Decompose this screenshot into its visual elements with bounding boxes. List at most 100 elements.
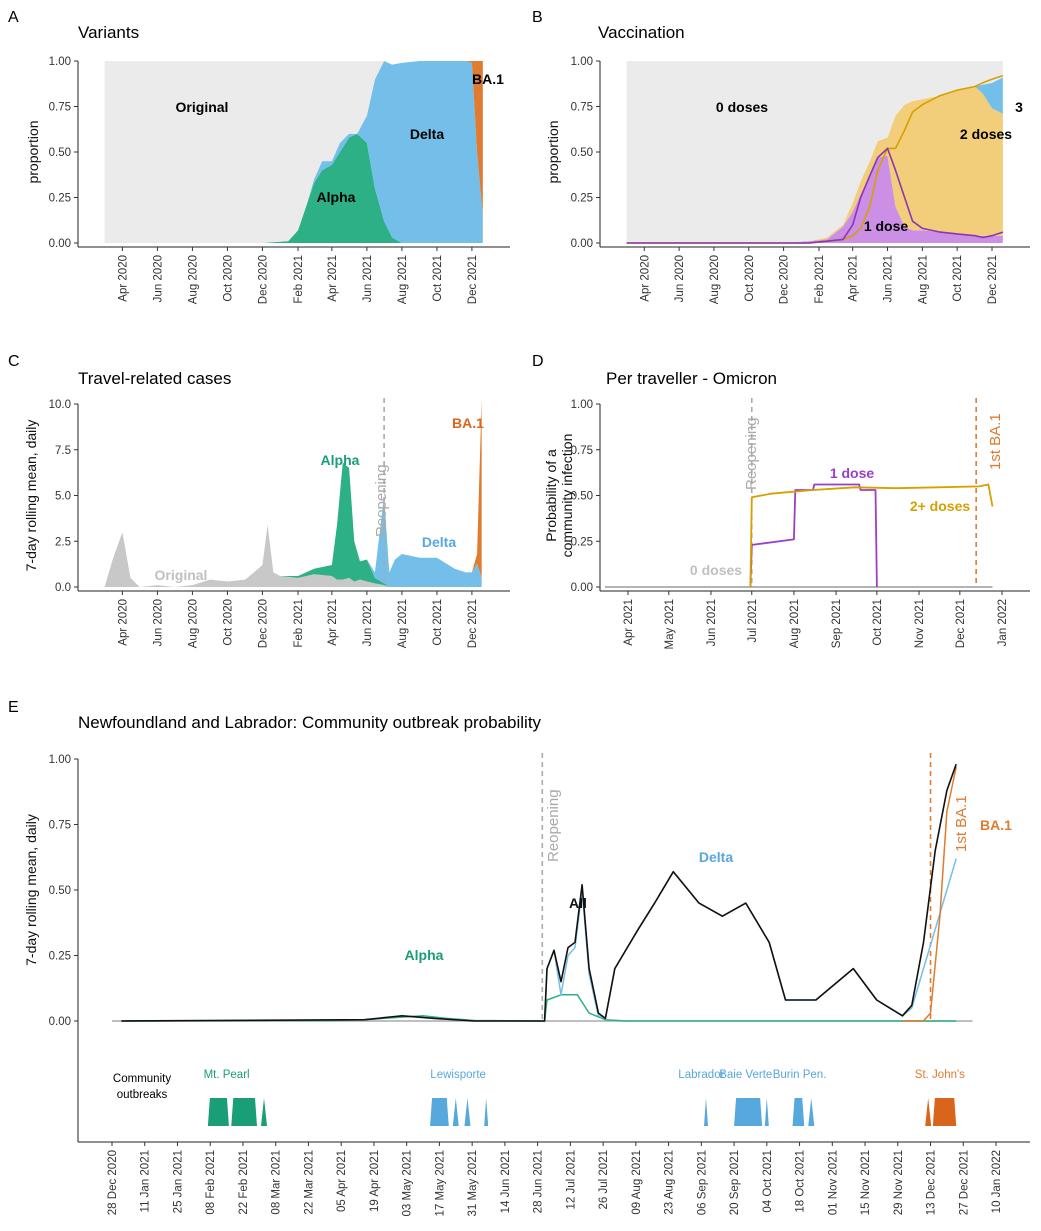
panel-title-a: Variants	[78, 23, 139, 42]
outbreak-label: Lewisporte	[430, 1069, 486, 1081]
y-tick-label-e: 1.00	[49, 754, 71, 766]
x-tick-label-b: Dec 2020	[779, 255, 791, 304]
y-tick-label-a: 0.50	[49, 147, 71, 159]
outbreak-mt-pearl	[231, 1098, 257, 1126]
x-tick-label-a: Aug 2020	[187, 255, 199, 304]
panel-letter-a: A	[8, 9, 19, 26]
outbreak-burin	[792, 1098, 805, 1126]
x-tick-label-a: Apr 2021	[327, 255, 339, 302]
outbreak-label: St. John's	[915, 1069, 965, 1081]
y-tick-label-a: 0.00	[49, 238, 71, 250]
x-tick-label-c: Oct 2021	[432, 599, 444, 646]
panel-title-c: Travel-related cases	[78, 369, 231, 388]
x-tick-label-d: Jun 2021	[706, 599, 718, 646]
label-a-delta: Delta	[410, 126, 444, 142]
x-tick-label-e: 13 Dec 2021	[926, 1150, 938, 1215]
label-c-reopening: Reopening	[373, 464, 390, 537]
x-tick-label-d: Jul 2021	[747, 599, 759, 642]
label-b-1dose: 1 dose	[864, 218, 909, 234]
area-0-doses-b	[626, 61, 1003, 243]
y-tick-label-a: 1.00	[49, 56, 71, 68]
x-tick-label-c: Apr 2020	[117, 599, 129, 646]
x-tick-label-b: Jun 2021	[883, 255, 895, 302]
x-tick-label-c: Aug 2020	[187, 599, 199, 648]
line-ba-1-e	[902, 766, 957, 1022]
label-d-0doses: 0 doses	[690, 562, 742, 578]
x-tick-label-e: 18 Oct 2021	[795, 1150, 807, 1213]
y-axis-title-c: 7-day rolling mean, daily	[23, 420, 39, 572]
y-tick-label-d: 0.25	[571, 536, 593, 548]
x-tick-label-d: Dec 2021	[955, 599, 967, 648]
panel-letter-b: B	[532, 9, 543, 26]
x-tick-label-e: 29 Nov 2021	[893, 1150, 905, 1215]
x-tick-label-b: Jun 2020	[674, 255, 686, 302]
outbreak-st-johns	[932, 1098, 957, 1126]
x-tick-label-e: 17 May 2021	[434, 1150, 446, 1217]
area-delta-a	[104, 61, 483, 243]
x-tick-label-e: 19 Apr 2021	[369, 1150, 381, 1212]
label-d-1dose: 1 dose	[830, 465, 875, 481]
label-a-ba1: BA.1	[472, 71, 504, 87]
x-tick-label-b: Aug 2020	[709, 255, 721, 304]
x-tick-label-e: 15 Nov 2021	[860, 1150, 872, 1215]
x-tick-label-d: Sep 2021	[831, 599, 843, 648]
outbreak-baie-verte	[734, 1098, 763, 1126]
x-tick-label-c: Jun 2020	[152, 599, 164, 646]
x-tick-label-b: Oct 2020	[744, 255, 756, 302]
label-b-0doses: 0 doses	[716, 99, 768, 115]
y-tick-label-a: 0.75	[49, 102, 71, 114]
x-tick-label-e: 26 Jul 2021	[598, 1150, 610, 1209]
x-tick-label-b: Feb 2021	[814, 255, 826, 304]
x-tick-label-e: 08 Mar 2021	[271, 1150, 283, 1215]
outbreak-mt-pearl	[261, 1098, 268, 1126]
line-1-dose-d	[749, 483, 878, 588]
label-c-delta: Delta	[422, 534, 456, 550]
y-tick-label-d: 1.00	[571, 399, 593, 411]
x-tick-label-e: 08 Feb 2021	[205, 1150, 217, 1215]
line-alpha-e	[121, 994, 957, 1022]
y-tick-label-b: 0.50	[571, 147, 593, 159]
panel-letter-e: E	[8, 699, 19, 716]
outbreak-lewisporte	[430, 1098, 449, 1126]
area-original-a	[104, 61, 483, 243]
x-tick-label-b: Aug 2021	[917, 255, 929, 304]
x-tick-label-e: 28 Dec 2020	[107, 1150, 119, 1215]
y-axis-title-d: Probability of acommunity infection	[543, 434, 575, 558]
label-c-original: Original	[155, 567, 208, 583]
x-tick-label-b: Apr 2020	[639, 255, 651, 302]
panel-title-b: Vaccination	[598, 23, 685, 42]
chart-per-traveller: 0.00 0.25 0.50 0.75 1.00 Apr 2021 May 2021 Jun …	[543, 398, 1030, 650]
line-all-e	[121, 763, 957, 1022]
label-a-alpha: Alpha	[317, 189, 356, 205]
x-tick-label-e: 14 Jun 2021	[500, 1150, 512, 1213]
outbreak-baie-verte	[764, 1098, 769, 1126]
outbreak-mt-pearl	[207, 1098, 229, 1126]
y-tick-label-b: 0.75	[571, 102, 593, 114]
label-e-1stba1: 1st BA.1	[953, 795, 970, 852]
x-tick-label-b: Apr 2021	[848, 255, 860, 302]
y-tick-label-c: 2.5	[55, 536, 71, 548]
x-tick-label-d: Nov 2021	[914, 599, 926, 648]
label-e-alpha: Alpha	[405, 947, 444, 963]
panel-letter-c: C	[8, 353, 20, 370]
x-tick-label-d: Apr 2021	[623, 599, 635, 646]
y-tick-label-d: 0.75	[571, 445, 593, 457]
y-tick-label-c: 10.0	[49, 399, 71, 411]
label-e-outbreaks: outbreaks	[117, 1089, 168, 1101]
outbreak-lewisporte	[452, 1098, 459, 1126]
y-tick-label-b: 0.00	[571, 238, 593, 250]
y-tick-label-e: 0.25	[49, 951, 71, 963]
y-tick-label-d: 0.50	[571, 491, 593, 503]
line-2-doses-d	[749, 483, 994, 588]
x-tick-label-b: Dec 2021	[987, 255, 999, 304]
x-tick-label-a: Dec 2020	[257, 255, 269, 304]
y-axis-title-a: proportion	[25, 120, 41, 183]
x-tick-label-c: Apr 2021	[327, 599, 339, 646]
x-tick-label-e: 05 Apr 2021	[336, 1150, 348, 1212]
panel-title-e: Newfoundland and Labrador: Community out…	[78, 713, 542, 732]
outbreak-lewisporte	[484, 1098, 489, 1126]
label-e-delta: Delta	[699, 849, 733, 865]
y-tick-label-c: 7.5	[55, 445, 71, 457]
x-tick-label-c: Dec 2021	[467, 599, 479, 648]
